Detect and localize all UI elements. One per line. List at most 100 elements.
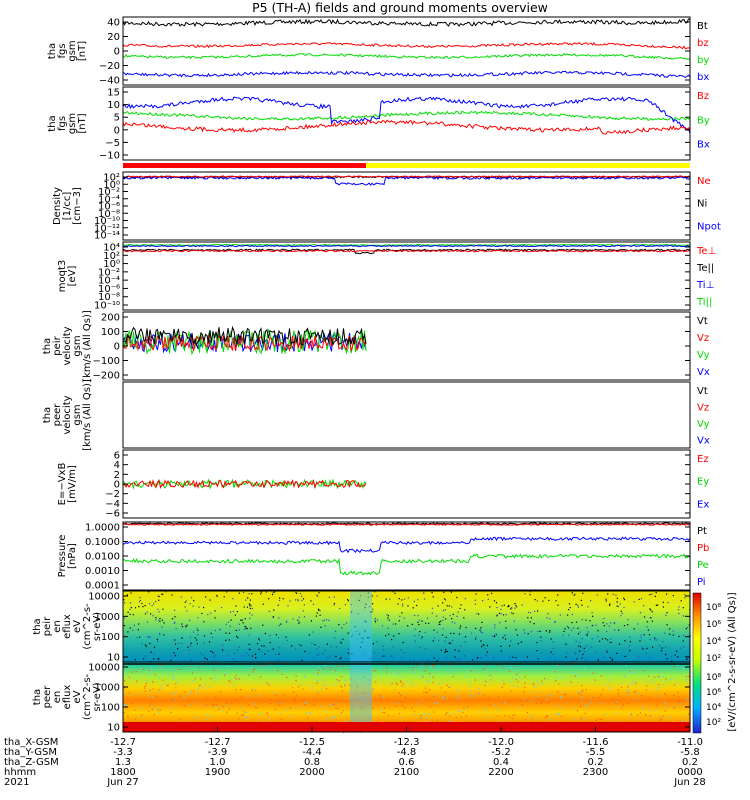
spectrogram-speckle — [232, 610, 234, 613]
spectrogram-speckle — [645, 652, 647, 654]
y-tick-label: 10⁻² — [98, 187, 120, 198]
spectrogram-speckle — [326, 643, 328, 645]
spectrogram-speckle — [238, 678, 241, 680]
spectrogram-speckle — [426, 665, 428, 667]
spectrogram-speckle — [673, 665, 675, 668]
spectrogram-speckle — [399, 712, 401, 715]
spectrogram-speckle — [263, 645, 265, 647]
spectrogram-speckle — [482, 600, 484, 602]
legend-entry: Vy — [697, 419, 710, 430]
spectrogram-speckle — [346, 622, 348, 624]
spectrogram-speckle — [432, 640, 434, 642]
spectrogram-speckle — [645, 714, 647, 716]
spectrogram-speckle — [585, 619, 587, 621]
spectrogram-speckle — [135, 671, 137, 673]
spectrogram-speckle — [267, 716, 270, 719]
spectrogram-speckle — [391, 682, 393, 685]
spectrogram-speckle — [680, 647, 682, 649]
spectrogram-speckle — [215, 681, 217, 683]
spectrogram-speckle — [614, 629, 616, 631]
spectrogram-speckle — [623, 607, 625, 609]
spectrogram-speckle — [347, 632, 349, 634]
spectrogram-speckle — [665, 694, 667, 696]
spectrogram-speckle — [628, 689, 630, 691]
spectrogram-speckle — [339, 713, 342, 716]
spectrogram-speckle — [646, 621, 648, 623]
spectrogram-speckle — [463, 707, 465, 709]
spectrogram-speckle — [366, 637, 368, 639]
spectrogram-speckle — [231, 702, 233, 704]
spectrogram-speckle — [666, 593, 668, 595]
spectrogram-speckle — [402, 692, 404, 695]
spectrogram-speckle — [505, 614, 507, 616]
spectrogram-speckle — [201, 686, 203, 688]
spectrogram-speckle — [173, 609, 176, 611]
spectrogram-speckle — [203, 621, 205, 623]
y-axis-label: tha — [32, 689, 43, 705]
spectrogram-speckle — [480, 631, 482, 633]
spectrogram-speckle — [546, 715, 548, 717]
spectrogram-speckle — [447, 713, 449, 715]
spectrogram-speckle — [396, 701, 398, 703]
spectrogram-speckle — [178, 695, 181, 697]
spectrogram-speckle — [565, 684, 567, 686]
spectrogram-speckle — [685, 679, 688, 681]
spectrogram-speckle — [275, 634, 277, 636]
spectrogram-speckle — [191, 597, 193, 599]
spectrogram-speckle — [249, 612, 251, 614]
spectrogram-speckle — [656, 639, 658, 641]
spectrogram-speckle — [475, 693, 477, 696]
spectrogram-speckle — [653, 680, 655, 683]
spectrogram-speckle — [246, 652, 248, 654]
spectrogram-speckle — [374, 591, 376, 593]
spectrogram-speckle — [191, 672, 193, 674]
spectrogram-speckle — [687, 626, 689, 628]
y-tick-label: 10⁰ — [103, 259, 120, 270]
spectrogram-speckle — [259, 721, 261, 723]
spectrogram-speckle — [494, 624, 496, 626]
spectrogram-speckle — [442, 602, 444, 604]
spectrogram-speckle — [533, 623, 535, 625]
spectrogram-speckle — [487, 674, 490, 676]
spectrogram-speckle — [400, 676, 402, 678]
spectrogram-speckle — [351, 713, 353, 715]
spectrogram-speckle — [150, 705, 152, 707]
spectrogram-speckle — [381, 655, 383, 657]
y-tick-label: 1000 — [95, 612, 120, 623]
line-bz — [122, 42, 691, 50]
spectrogram-speckle — [600, 694, 602, 696]
spectrogram-speckle — [251, 689, 253, 691]
spectrogram-speckle — [178, 668, 181, 670]
spectrogram-speckle — [555, 679, 557, 682]
spectrogram-speckle — [411, 685, 413, 687]
y-axis-label: Pressure — [57, 535, 68, 578]
spectrogram-speckle — [521, 704, 523, 706]
spectrogram-speckle — [439, 623, 441, 626]
spectrogram-speckle — [470, 695, 472, 698]
spectrogram-speckle — [175, 643, 177, 645]
spectrogram-speckle — [269, 642, 271, 644]
spectrogram-speckle — [347, 599, 349, 601]
spectrogram-speckle — [154, 600, 157, 603]
spectrogram-speckle — [603, 625, 605, 627]
spectrogram-speckle — [303, 616, 306, 618]
spectrogram-speckle — [568, 603, 571, 605]
spectrogram-speckle — [616, 597, 618, 599]
spectrogram-speckle — [578, 645, 580, 647]
spectrogram-speckle — [457, 710, 459, 712]
line-Pb — [122, 523, 691, 526]
spectrogram-speckle — [275, 653, 277, 655]
y-tick-label: 10⁴ — [103, 243, 120, 254]
spectrogram-speckle — [374, 621, 377, 623]
spectrogram-speckle — [163, 634, 165, 636]
spectrogram-speckle — [145, 645, 147, 647]
legend-entry: Ni — [697, 199, 707, 210]
spectrogram-speckle — [565, 656, 567, 658]
spectrogram-speckle — [442, 616, 444, 618]
spectrogram-speckle — [345, 679, 347, 681]
spectrogram-speckle — [630, 716, 632, 718]
spectrogram-speckle — [138, 606, 140, 608]
x-tick-label: 2000 — [299, 767, 324, 778]
spectrogram-speckle — [469, 668, 472, 670]
